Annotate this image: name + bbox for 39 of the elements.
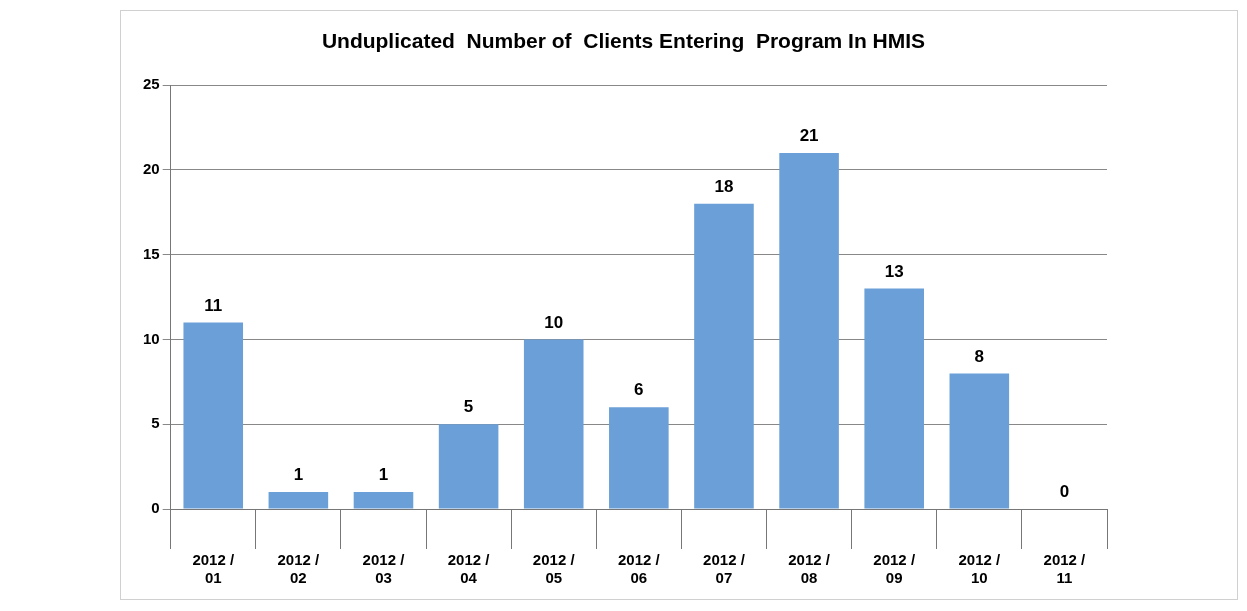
y-tick-label: 10 <box>143 329 160 347</box>
data-label: 1 <box>293 465 304 485</box>
x-tick-label: 2012 / 01 <box>192 551 235 587</box>
data-label: 6 <box>634 380 644 400</box>
bar <box>609 407 669 509</box>
x-tick-label: 2012 / 08 <box>788 551 831 587</box>
x-tick-label: 2012 / 03 <box>362 551 406 587</box>
y-tick-label: 20 <box>143 160 160 178</box>
chart-title: Unduplicated Number of Clients Entering Program In HMIS <box>321 29 926 53</box>
y-tick-label: 0 <box>151 499 160 517</box>
bar <box>523 339 584 509</box>
x-tick-label: 2012 / 10 <box>958 551 1001 587</box>
bar <box>438 424 499 509</box>
data-label: 0 <box>1059 482 1070 502</box>
y-tick-label: 25 <box>143 75 160 93</box>
x-tick-label: 2012 / 07 <box>703 551 746 587</box>
data-label: 21 <box>799 126 819 146</box>
bar <box>694 203 754 509</box>
bar <box>183 322 244 509</box>
bar <box>949 373 1010 509</box>
x-tick-label: 2012 / 06 <box>617 551 661 587</box>
y-tick-label: 5 <box>151 414 160 432</box>
x-tick-label: 2012 / 02 <box>277 551 321 587</box>
x-tick-label: 2012 / 04 <box>447 551 491 587</box>
data-label: 11 <box>204 295 223 315</box>
x-tick-label: 2012 / 11 <box>1043 551 1087 587</box>
data-label: 13 <box>884 261 904 281</box>
bar <box>353 492 414 509</box>
x-tick-label: 2012 / 09 <box>873 551 916 587</box>
data-label: 8 <box>974 346 985 366</box>
y-tick-label: 15 <box>143 244 160 262</box>
data-label: 10 <box>544 312 564 332</box>
bar <box>779 153 839 509</box>
bar <box>268 492 329 509</box>
data-label: 1 <box>378 465 389 485</box>
bar <box>864 288 924 509</box>
x-tick-label: 2012 / 05 <box>532 551 576 587</box>
data-label: 18 <box>714 177 734 197</box>
data-label: 5 <box>463 397 474 417</box>
